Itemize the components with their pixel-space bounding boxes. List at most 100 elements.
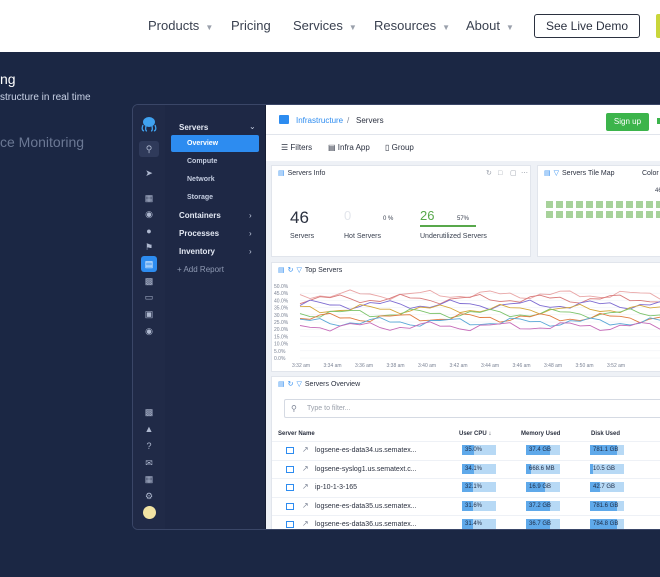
bug-icon[interactable]: ◉ — [145, 326, 153, 336]
subnav-servers[interactable]: Servers — [179, 123, 209, 132]
sign-up-button[interactable]: Sign up — [606, 113, 649, 131]
subnav-inventory[interactable]: Inventory — [179, 247, 216, 256]
server-tile[interactable] — [606, 201, 613, 208]
table-row[interactable]: ↗ ip-10-1-3-165 32.1% 16.9 GB 42.7 GB — [272, 478, 660, 496]
server-tile[interactable] — [616, 201, 623, 208]
subnav-item-compute[interactable]: Compute — [187, 158, 218, 165]
megaphone-icon[interactable]: ▲ — [144, 424, 154, 434]
external-link-icon[interactable]: ↗ — [302, 482, 309, 491]
external-link-icon[interactable]: ↗ — [302, 500, 309, 510]
document-icon[interactable]: ▭ — [144, 292, 154, 302]
table-row[interactable]: ↗ logsene-es-data36.us.sematex... 31.4% … — [272, 515, 660, 529]
globe-icon[interactable]: ◉ — [145, 209, 153, 219]
subnav-item-overview[interactable]: Overview — [187, 140, 219, 147]
server-tile[interactable] — [546, 201, 553, 208]
server-tile[interactable] — [586, 201, 593, 208]
expand-icon[interactable]: ▢ — [510, 170, 517, 177]
server-tile[interactable] — [626, 201, 633, 208]
external-link-icon[interactable]: ↗ — [302, 445, 309, 454]
nav-services[interactable]: Services ▼ — [293, 18, 357, 33]
server-name[interactable]: logsene-es-data34.us.sematex... — [315, 447, 417, 454]
cta-button-edge[interactable] — [656, 14, 660, 38]
column-server-name[interactable]: Server Name — [278, 431, 315, 437]
edit-icon[interactable]: □ — [498, 170, 503, 177]
dashboard-icon[interactable]: ▩ — [144, 276, 154, 286]
external-link-icon[interactable]: ↗ — [302, 463, 309, 473]
column-memory-used[interactable]: Memory Used — [521, 431, 561, 437]
settings-icon[interactable]: ⚙ — [144, 491, 154, 501]
server-tile[interactable] — [636, 201, 643, 208]
server-tile[interactable] — [596, 201, 603, 208]
server-tile[interactable] — [616, 211, 623, 218]
breadcrumb-parent[interactable]: Infrastructure — [296, 116, 344, 125]
nav-about[interactable]: About ▼ — [466, 18, 514, 33]
hero-link[interactable]: ce Monitoring — [0, 134, 85, 150]
disk-used-bar: 781.1 GB — [590, 445, 624, 455]
color-by-selector[interactable]: Color B — [642, 170, 660, 177]
server-name[interactable]: logsene-es-data35.us.sematex... — [315, 502, 417, 510]
chevron-right-icon[interactable]: › — [249, 247, 252, 256]
nav-resources[interactable]: Resources ▼ — [374, 18, 450, 33]
subnav-processes[interactable]: Processes — [179, 229, 220, 238]
server-tile[interactable] — [596, 211, 603, 218]
see-live-demo-button[interactable]: See Live Demo — [534, 14, 640, 38]
subnav-containers[interactable]: Containers — [179, 211, 221, 220]
help-icon[interactable]: ? — [146, 441, 152, 451]
server-tile[interactable] — [646, 211, 653, 218]
hot-servers-label: Hot Servers — [344, 233, 381, 240]
server-tile[interactable] — [646, 201, 653, 208]
server-tile[interactable] — [546, 211, 553, 218]
server-tile[interactable] — [626, 211, 633, 218]
server-tile[interactable] — [556, 211, 563, 218]
server-tile[interactable] — [556, 201, 563, 208]
column-user-cpu[interactable]: User CPU ↓ — [459, 431, 492, 437]
server-tile[interactable] — [586, 211, 593, 218]
table-row[interactable]: ↗ logsene-es-data35.us.sematex... 31.6% … — [272, 496, 660, 515]
avatar[interactable] — [143, 506, 156, 519]
grid-icon[interactable] — [657, 118, 660, 124]
apps-grid-icon[interactable]: ▦ — [144, 193, 154, 203]
server-name[interactable]: ip-10-1-3-165 — [315, 484, 358, 491]
nav-products[interactable]: Products ▼ — [148, 18, 213, 33]
table-row[interactable]: ↗ logsene-syslog1.us.sematext.c... 34.1%… — [272, 459, 660, 478]
server-tile[interactable] — [606, 211, 613, 218]
server-tile[interactable] — [656, 201, 660, 208]
nav-pricing[interactable]: Pricing — [231, 18, 271, 33]
server-name[interactable]: logsene-syslog1.us.sematext.c... — [315, 465, 417, 473]
flag-icon[interactable]: ⚑ — [144, 242, 154, 252]
chevron-right-icon[interactable]: › — [249, 229, 252, 238]
server-name[interactable]: logsene-es-data36.us.sematex... — [315, 521, 417, 528]
server-tile[interactable] — [566, 211, 573, 218]
memory-used-bar: 668.6 MB — [526, 463, 560, 474]
subnav-item-network[interactable]: Network — [187, 176, 215, 183]
chevron-right-icon[interactable]: › — [249, 211, 252, 220]
alert-icon[interactable]: ● — [146, 226, 152, 236]
server-tile[interactable] — [576, 211, 583, 218]
servers-info-title: Servers Info — [287, 170, 326, 177]
refresh-icon[interactable]: ↻ — [486, 170, 492, 177]
server-tile[interactable] — [576, 201, 583, 208]
group-button[interactable]: ▯ Group — [385, 143, 414, 152]
user-cpu-bar: 35.0% — [462, 445, 496, 455]
scan-icon[interactable]: ▣ — [144, 309, 154, 319]
mail-icon[interactable]: ✉ — [145, 458, 153, 468]
server-tile[interactable] — [656, 211, 660, 218]
table-filter-input[interactable]: Type to filter... — [284, 399, 660, 418]
team-icon[interactable]: ▦ — [144, 474, 154, 484]
more-icon[interactable]: ⋯ — [521, 170, 528, 177]
chevron-down-icon[interactable]: ⌄ — [249, 122, 256, 131]
rocket-icon[interactable]: ➤ — [145, 168, 153, 178]
filters-button[interactable]: ☰ Filters — [281, 143, 312, 152]
search-icon[interactable]: ⚲ — [139, 141, 159, 157]
column-disk-used[interactable]: Disk Used — [591, 431, 621, 437]
infrastructure-icon — [279, 115, 289, 124]
subnav-item-storage[interactable]: Storage — [187, 194, 214, 201]
add-report-link[interactable]: + Add Report — [177, 265, 224, 274]
infra-app-button[interactable]: ▤ Infra App — [328, 143, 370, 152]
external-link-icon[interactable]: ↗ — [302, 519, 309, 528]
server-tile[interactable] — [636, 211, 643, 218]
infrastructure-icon[interactable]: ▤ — [141, 256, 157, 272]
gift-icon[interactable]: ▩ — [144, 407, 154, 417]
table-row[interactable]: ↗ logsene-es-data34.us.sematex... 35.0% … — [272, 441, 660, 459]
server-tile[interactable] — [566, 201, 573, 208]
